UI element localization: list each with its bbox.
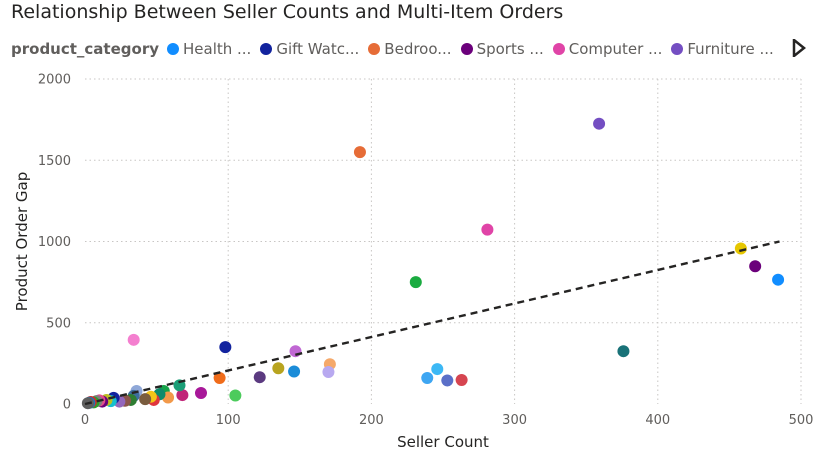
x-axis-title: Seller Count bbox=[397, 433, 489, 451]
legend-next-arrow-icon[interactable] bbox=[792, 39, 806, 57]
trend-line bbox=[84, 240, 780, 406]
legend: product_category Health ... Gift Watc... B… bbox=[11, 38, 783, 60]
data-point[interactable] bbox=[272, 362, 285, 375]
x-tick-label: 0 bbox=[81, 413, 89, 428]
legend-marker bbox=[368, 43, 381, 55]
legend-item[interactable]: Furniture ... bbox=[671, 40, 774, 58]
x-axis-ticks: 0 100 200 300 400 500 bbox=[81, 413, 814, 428]
data-point[interactable] bbox=[213, 372, 226, 384]
legend-label: Health ... bbox=[183, 40, 252, 58]
data-point[interactable] bbox=[253, 371, 266, 384]
x-tick-label: 400 bbox=[645, 413, 670, 428]
data-point[interactable] bbox=[322, 365, 335, 378]
data-point[interactable] bbox=[353, 146, 366, 159]
gridlines bbox=[85, 78, 802, 404]
data-point[interactable] bbox=[421, 372, 434, 384]
y-tick-label: 2000 bbox=[38, 73, 71, 88]
x-tick-label: 500 bbox=[789, 413, 814, 428]
data-point[interactable] bbox=[617, 345, 630, 358]
y-tick-label: 0 bbox=[63, 398, 71, 413]
legend-marker bbox=[671, 43, 684, 55]
x-tick-label: 200 bbox=[359, 413, 384, 428]
legend-marker bbox=[260, 43, 273, 55]
legend-item[interactable]: Health ... bbox=[167, 40, 251, 58]
legend-label: Sports ... bbox=[476, 40, 544, 58]
legend-label: Gift Watc... bbox=[276, 40, 360, 58]
data-point[interactable] bbox=[288, 365, 301, 378]
data-point[interactable] bbox=[139, 393, 152, 406]
legend-item[interactable]: Computer ... bbox=[552, 40, 663, 58]
data-point[interactable] bbox=[219, 341, 232, 354]
legend-title: product_category bbox=[11, 40, 159, 58]
legend-label: Furniture ... bbox=[687, 40, 774, 58]
y-tick-label: 1500 bbox=[38, 154, 71, 169]
legend-item[interactable]: Sports ... bbox=[460, 40, 544, 58]
legend-items: Health ... Gift Watc... Bedroo... Sports ..… bbox=[167, 40, 783, 58]
data-point[interactable] bbox=[431, 363, 444, 376]
legend-item[interactable]: Bedroo... bbox=[368, 40, 452, 58]
y-tick-label: 500 bbox=[46, 316, 71, 331]
data-point[interactable] bbox=[749, 260, 762, 273]
data-point[interactable] bbox=[409, 276, 422, 289]
x-tick-label: 300 bbox=[502, 413, 527, 428]
legend-marker bbox=[167, 43, 179, 55]
legend-marker bbox=[460, 43, 473, 55]
legend-label: Computer ... bbox=[568, 40, 663, 58]
data-point[interactable] bbox=[194, 386, 207, 399]
data-point[interactable] bbox=[229, 389, 242, 402]
chart-title: Relationship Between Seller Counts and M… bbox=[11, 1, 564, 23]
y-axis-ticks: 0 500 1000 1500 2000 bbox=[38, 73, 71, 413]
y-tick-label: 1000 bbox=[38, 235, 71, 250]
data-point[interactable] bbox=[455, 373, 468, 386]
legend-marker bbox=[552, 43, 565, 55]
x-tick-label: 100 bbox=[216, 413, 241, 428]
legend-item[interactable]: Gift Watc... bbox=[260, 40, 359, 58]
data-point[interactable] bbox=[176, 389, 189, 402]
data-point[interactable] bbox=[772, 273, 785, 286]
data-point[interactable] bbox=[127, 333, 140, 346]
data-points bbox=[81, 117, 785, 410]
y-axis-title: Product Order Gap bbox=[13, 172, 31, 311]
data-point[interactable] bbox=[441, 374, 454, 387]
data-point[interactable] bbox=[593, 117, 606, 130]
data-point[interactable] bbox=[481, 223, 494, 236]
data-point[interactable] bbox=[734, 242, 747, 255]
legend-label: Bedroo... bbox=[384, 40, 452, 58]
